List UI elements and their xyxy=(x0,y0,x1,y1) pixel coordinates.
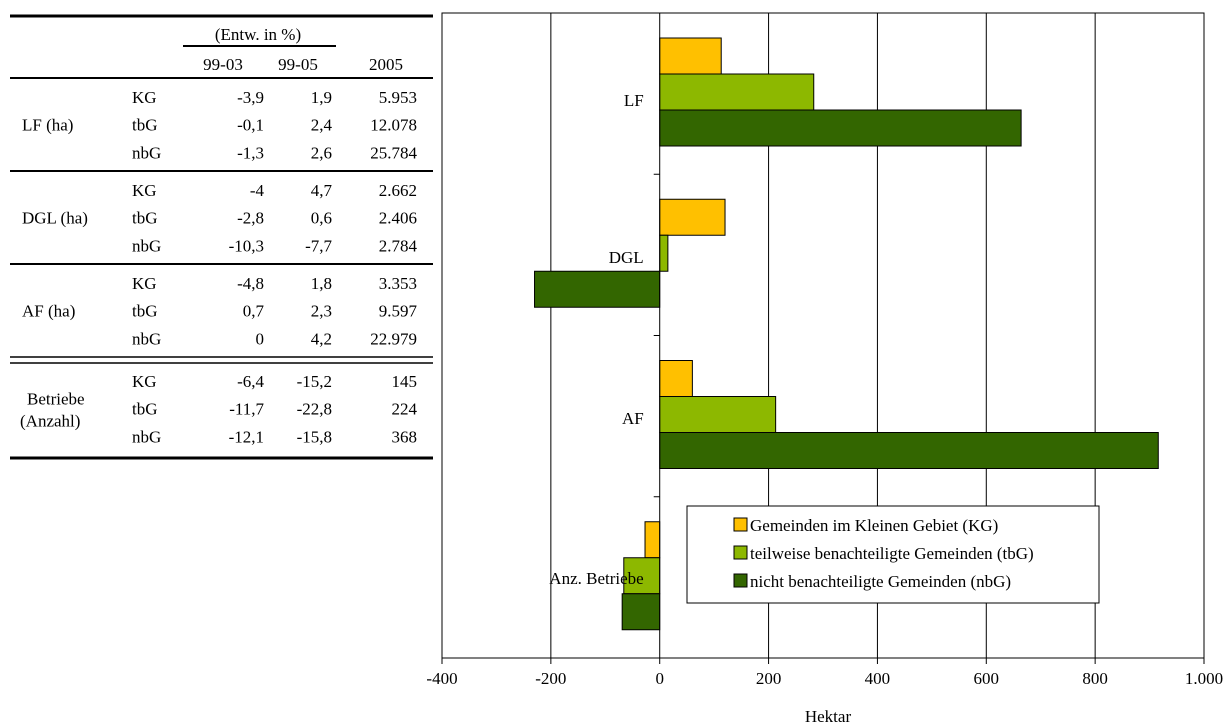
bar xyxy=(644,521,661,559)
table-cell-code: KG xyxy=(132,372,157,391)
x-tick-label: 200 xyxy=(756,669,782,688)
table-cell-value: -4 xyxy=(250,181,265,200)
table-group-label: LF (ha) xyxy=(22,116,73,135)
x-tick-label: 600 xyxy=(974,669,1000,688)
bar xyxy=(659,198,726,236)
legend-swatch xyxy=(733,517,748,532)
table-cell-value: -3,9 xyxy=(237,88,264,107)
table-cell-value: -2,8 xyxy=(237,209,264,228)
table-cell-value: 5.953 xyxy=(379,88,417,107)
table-cell-value: 1,8 xyxy=(311,274,332,293)
category-label: DGL xyxy=(609,248,644,267)
bar xyxy=(659,432,1159,469)
bar xyxy=(534,270,661,308)
legend-label: teilweise benachteiligte Gemeinden (tbG) xyxy=(750,544,1034,563)
table-col-header: 2005 xyxy=(369,55,403,74)
legend-box xyxy=(686,505,1100,604)
table-group-label: (Anzahl) xyxy=(20,412,80,431)
table-cell-value: 12.078 xyxy=(370,116,417,135)
table-cell-code: tbG xyxy=(132,116,158,135)
table-cell-value: 9.597 xyxy=(379,302,418,321)
table-cell-value: -22,8 xyxy=(297,400,332,419)
table-cell-value: -10,3 xyxy=(229,236,264,255)
x-tick-label: -400 xyxy=(426,669,457,688)
table-cell-value: -7,7 xyxy=(305,236,332,255)
table-cell-value: 1,9 xyxy=(311,88,332,107)
table-cell-value: -15,8 xyxy=(297,427,332,446)
table-cell-value: 2,4 xyxy=(311,116,333,135)
table-cell-value: 2.784 xyxy=(379,236,418,255)
table-col-header: 99-05 xyxy=(278,55,318,74)
table-cell-value: -4,8 xyxy=(237,274,264,293)
table-cell-value: -11,7 xyxy=(229,400,264,419)
table-cell-code: KG xyxy=(132,88,157,107)
table-cell-value: 25.784 xyxy=(370,143,417,162)
table-cell-code: tbG xyxy=(132,209,158,228)
x-tick-label: 400 xyxy=(865,669,891,688)
table-col-header: 99-03 xyxy=(203,55,243,74)
table-group-header: (Entw. in %) xyxy=(215,25,301,44)
legend-swatch xyxy=(733,545,748,560)
table-cell-code: KG xyxy=(132,274,157,293)
table-group-label: AF (ha) xyxy=(22,302,75,321)
bar xyxy=(659,360,693,397)
table-group-label: DGL (ha) xyxy=(22,209,88,228)
legend-swatch xyxy=(733,573,748,588)
category-label: LF xyxy=(624,91,644,110)
legend-label: Gemeinden im Kleinen Gebiet (KG) xyxy=(750,516,998,535)
category-label: Anz. Betriebe xyxy=(549,569,643,588)
table-cell-value: 4,2 xyxy=(311,329,332,348)
bar xyxy=(659,73,815,111)
table-group-label: Betriebe xyxy=(27,390,85,409)
table-cell-value: -1,3 xyxy=(237,143,264,162)
bar xyxy=(659,396,777,433)
bar xyxy=(659,109,1022,147)
table-cell-value: 2.662 xyxy=(379,181,417,200)
table-cell-value: 3.353 xyxy=(379,274,417,293)
table-cell-value: -0,1 xyxy=(237,116,264,135)
bar xyxy=(621,593,661,631)
table-cell-code: nbG xyxy=(132,427,161,446)
table-cell-value: 368 xyxy=(392,427,418,446)
bar xyxy=(659,37,722,75)
table-cell-code: tbG xyxy=(132,400,158,419)
table-cell-value: 2,3 xyxy=(311,302,332,321)
table-cell-value: 145 xyxy=(392,372,418,391)
bar xyxy=(659,234,669,272)
table-cell-code: KG xyxy=(132,181,157,200)
x-tick-label: -200 xyxy=(535,669,566,688)
table-cell-code: nbG xyxy=(132,143,161,162)
table-cell-value: 0 xyxy=(256,329,265,348)
table-cell-value: 224 xyxy=(392,400,418,419)
table-cell-value: 4,7 xyxy=(311,181,333,200)
table-cell-code: nbG xyxy=(132,236,161,255)
x-tick-label: 800 xyxy=(1082,669,1108,688)
table-cell-value: 22.979 xyxy=(370,329,417,348)
table-cell-value: 2,6 xyxy=(311,143,332,162)
table-cell-value: -6,4 xyxy=(237,372,264,391)
table-cell-value: 0,6 xyxy=(311,209,332,228)
legend-label: nicht benachteiligte Gemeinden (nbG) xyxy=(750,572,1011,591)
x-tick-label: 1.000 xyxy=(1185,669,1223,688)
table-cell-value: -12,1 xyxy=(229,427,264,446)
table-cell-value: 2.406 xyxy=(379,209,417,228)
category-label: AF xyxy=(622,409,644,428)
x-tick-label: 0 xyxy=(655,669,664,688)
stats-table: (Entw. in %) 99-03 99-05 2005 KG -3,9 1,9 5.953… xyxy=(10,14,433,460)
table-cell-code: tbG xyxy=(132,302,158,321)
table-cell-code: nbG xyxy=(132,329,161,348)
table-cell-value: -15,2 xyxy=(297,372,332,391)
table-cell-value: 0,7 xyxy=(243,302,265,321)
x-axis-title: Hektar xyxy=(805,707,852,724)
